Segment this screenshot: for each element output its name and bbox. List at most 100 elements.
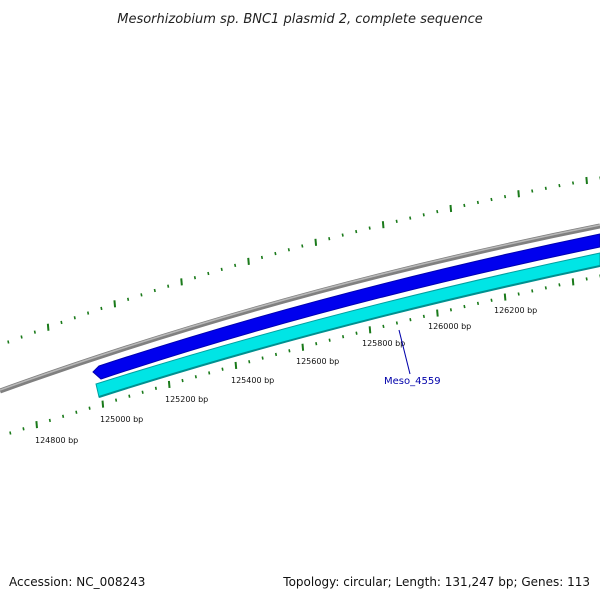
minor-tick <box>140 293 143 297</box>
minor-tick <box>7 340 10 344</box>
minor-tick <box>301 244 304 248</box>
minor-tick <box>544 286 547 290</box>
major-tick <box>113 300 117 308</box>
minor-tick <box>88 406 91 410</box>
minor-tick <box>221 367 224 371</box>
major-tick <box>167 380 171 389</box>
minor-tick <box>141 390 144 394</box>
minor-tick <box>328 338 331 342</box>
scale-label: 125000 bp <box>100 415 143 424</box>
major-tick <box>234 361 238 370</box>
minor-tick <box>48 418 51 423</box>
minor-tick <box>260 255 264 260</box>
minor-tick <box>33 330 36 334</box>
minor-tick <box>100 306 103 311</box>
minor-tick <box>73 316 76 320</box>
minor-tick <box>531 189 534 193</box>
major-tick <box>571 278 575 286</box>
minor-tick <box>476 200 479 205</box>
minor-tick <box>463 304 466 309</box>
major-tick <box>436 309 439 317</box>
minor-tick <box>355 331 358 335</box>
minor-tick <box>220 267 223 272</box>
minor-tick <box>274 352 278 357</box>
minor-tick <box>571 181 575 185</box>
minor-tick <box>167 284 170 288</box>
minor-tick <box>153 288 156 293</box>
minor-tick <box>422 213 425 217</box>
inner-scale-ticks <box>9 274 600 435</box>
gene-label-leader <box>398 329 411 375</box>
major-tick <box>449 204 453 213</box>
minor-tick <box>368 226 371 230</box>
minor-tick <box>234 263 237 268</box>
major-tick <box>381 221 385 229</box>
minor-tick <box>128 394 131 398</box>
minor-tick <box>193 276 197 280</box>
scale-label: 125600 bp <box>296 357 339 366</box>
minor-tick <box>531 289 534 293</box>
major-tick <box>314 238 318 246</box>
accession-text: Accession: NC_008243 <box>9 575 145 589</box>
minor-tick <box>328 237 331 241</box>
major-tick <box>503 293 507 301</box>
major-tick <box>180 278 183 286</box>
minor-tick <box>87 311 90 315</box>
minor-tick <box>154 386 158 390</box>
major-tick <box>368 326 372 334</box>
scale-label: 124800 bp <box>35 436 78 445</box>
minor-tick <box>115 398 118 402</box>
minor-tick <box>181 378 184 383</box>
minor-tick <box>585 277 588 281</box>
minor-tick <box>476 301 480 306</box>
minor-tick <box>22 427 25 431</box>
major-tick <box>585 176 588 185</box>
minor-tick <box>409 318 412 322</box>
major-tick <box>517 190 520 198</box>
minor-tick <box>60 320 63 325</box>
minor-tick <box>127 297 130 301</box>
minor-tick <box>503 194 507 199</box>
summary-text: Topology: circular; Length: 131,247 bp; … <box>282 575 590 589</box>
major-tick <box>247 257 250 265</box>
minor-tick <box>490 298 493 302</box>
scale-label: 125200 bp <box>165 395 208 404</box>
minor-tick <box>463 203 466 208</box>
minor-tick <box>288 349 291 353</box>
minor-tick <box>490 197 493 202</box>
minor-tick <box>287 248 290 252</box>
minor-tick <box>558 183 561 188</box>
minor-tick <box>436 209 439 214</box>
scale-label: 126000 bp <box>428 322 471 331</box>
minor-tick <box>20 335 23 339</box>
scale-labels: 124800 bp 125000 bp 125200 bp 125400 bp … <box>35 306 537 445</box>
minor-tick <box>395 219 398 223</box>
minor-tick <box>517 292 520 296</box>
minor-tick <box>544 186 547 190</box>
minor-tick <box>9 431 12 435</box>
minor-tick <box>248 360 251 364</box>
backbone-line <box>0 223 600 394</box>
minor-tick <box>355 229 358 234</box>
minor-tick <box>395 321 399 325</box>
minor-tick <box>75 410 78 414</box>
backbone-highlight <box>0 224 600 391</box>
major-tick <box>101 400 105 408</box>
map-title: Mesorhizobium sp. BNC1 plasmid 2, comple… <box>117 12 483 27</box>
minor-tick <box>409 216 412 220</box>
minor-tick <box>341 335 345 339</box>
minor-tick <box>62 414 65 418</box>
minor-tick <box>207 271 210 276</box>
scale-label: 126200 bp <box>494 306 537 315</box>
minor-tick <box>382 324 385 329</box>
minor-tick <box>194 375 197 379</box>
outer-scale-ticks <box>7 176 600 344</box>
minor-tick <box>422 314 425 319</box>
scale-label: 125400 bp <box>231 376 274 385</box>
gene-reverse-edge <box>98 265 600 398</box>
minor-tick <box>315 342 318 346</box>
minor-tick <box>261 356 264 360</box>
major-tick <box>301 343 305 351</box>
gene-label-meso-4559[interactable]: Meso_4559 <box>384 376 441 387</box>
